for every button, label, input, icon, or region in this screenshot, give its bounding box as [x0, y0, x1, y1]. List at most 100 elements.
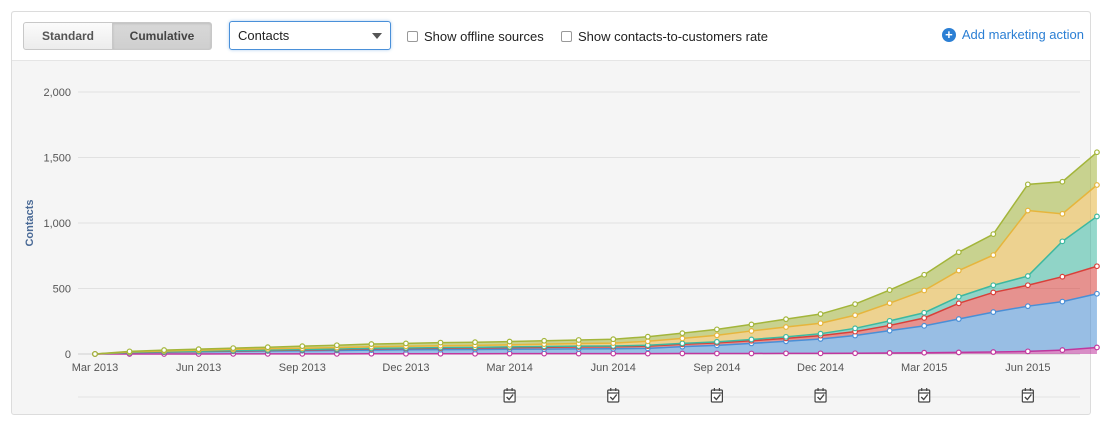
data-point [610, 336, 617, 343]
data-point [1094, 344, 1100, 351]
data-point [817, 330, 824, 337]
data-point [783, 333, 789, 340]
data-point [714, 350, 720, 357]
show-offline-sources-checkbox[interactable]: Show offline sources [407, 28, 544, 44]
data-point [1024, 348, 1031, 355]
y-tick-label: 500 [53, 284, 71, 296]
data-point [506, 338, 513, 345]
chevron-down-icon [372, 33, 382, 39]
data-point [990, 309, 997, 315]
data-point [575, 337, 582, 343]
x-tick-label: Jun 2013 [176, 362, 221, 374]
series-line-4 [94, 184, 1098, 355]
x-tick-label: Sep 2013 [279, 362, 326, 374]
y-tick-label: 1,500 [43, 153, 71, 165]
metric-select[interactable]: Contacts [229, 21, 391, 50]
data-point [921, 309, 928, 316]
x-tick-label: Jun 2014 [591, 362, 636, 374]
add-marketing-action-label: Add marketing action [961, 27, 1084, 42]
data-point [1094, 290, 1100, 297]
data-point [921, 322, 928, 329]
data-point [817, 350, 824, 357]
data-point [1059, 347, 1066, 353]
data-point [886, 350, 893, 356]
data-point [921, 315, 928, 321]
data-point [955, 349, 962, 356]
x-tick-label: Dec 2014 [797, 362, 844, 374]
calendar-check-icon[interactable] [918, 388, 931, 403]
data-point [921, 287, 928, 294]
data-point [472, 339, 478, 346]
show-offline-sources-label: Show offline sources [424, 28, 544, 44]
series-line-0 [95, 346, 1098, 355]
data-point [990, 349, 997, 355]
data-point [195, 346, 202, 353]
data-point [644, 333, 651, 340]
data-point [852, 301, 858, 307]
cumulative-view-button[interactable]: Cumulative [112, 22, 212, 50]
checkbox-box[interactable] [407, 30, 418, 42]
data-point [1094, 149, 1100, 156]
data-point [1059, 238, 1066, 245]
data-point [368, 341, 375, 347]
data-point [437, 339, 444, 346]
x-tick-label: Mar 2014 [486, 362, 532, 374]
data-point [955, 293, 962, 300]
show-rate-label: Show contacts-to-customers rate [578, 28, 769, 44]
data-point [990, 282, 997, 289]
checkbox-box[interactable] [561, 30, 572, 42]
data-point [921, 271, 928, 278]
data-point [955, 267, 962, 274]
data-point [852, 325, 858, 332]
data-point [714, 338, 720, 345]
data-point [230, 345, 237, 352]
plus-circle-icon: + [941, 27, 956, 42]
data-point [679, 350, 686, 357]
data-point [1024, 181, 1031, 188]
x-tick-label: Sep 2014 [693, 362, 740, 374]
data-point [264, 344, 271, 351]
data-point [783, 324, 789, 330]
data-point [955, 300, 962, 307]
data-point [955, 316, 962, 322]
data-point [886, 322, 893, 329]
data-point [299, 343, 306, 350]
data-point [126, 348, 133, 355]
y-tick-label: 0 [65, 349, 71, 361]
data-point [679, 335, 686, 342]
data-point [886, 317, 893, 324]
data-point [886, 327, 893, 334]
data-point [783, 350, 789, 357]
data-point [644, 338, 651, 345]
add-marketing-action-link[interactable]: + Add marketing action [941, 27, 1084, 42]
data-point [990, 289, 997, 296]
data-point [92, 351, 98, 357]
show-rate-checkbox[interactable]: Show contacts-to-customers rate [561, 28, 768, 44]
calendar-check-icon[interactable] [814, 388, 827, 403]
data-point [990, 231, 997, 238]
data-point [748, 328, 755, 334]
data-point [817, 320, 824, 327]
metric-select-value: Contacts [238, 28, 290, 43]
data-point [333, 342, 340, 349]
calendar-check-icon[interactable] [503, 388, 516, 403]
data-point [886, 300, 893, 307]
calendar-check-icon[interactable] [1021, 388, 1034, 403]
calendar-check-icon[interactable] [710, 388, 724, 403]
data-point [541, 337, 548, 344]
data-point [1059, 210, 1066, 217]
data-point [1094, 213, 1100, 220]
data-point [679, 330, 686, 337]
y-tick-label: 2,000 [43, 87, 71, 99]
calendar-check-icon[interactable] [607, 388, 620, 403]
data-point [161, 347, 168, 353]
data-point [1059, 273, 1066, 280]
series-area-0 [95, 347, 1097, 354]
y-axis-label: Contacts [24, 199, 36, 246]
data-point [644, 350, 651, 357]
data-point [921, 349, 928, 356]
x-tick-label: Mar 2015 [901, 362, 947, 374]
data-point [1024, 282, 1031, 289]
data-point [1024, 303, 1031, 310]
